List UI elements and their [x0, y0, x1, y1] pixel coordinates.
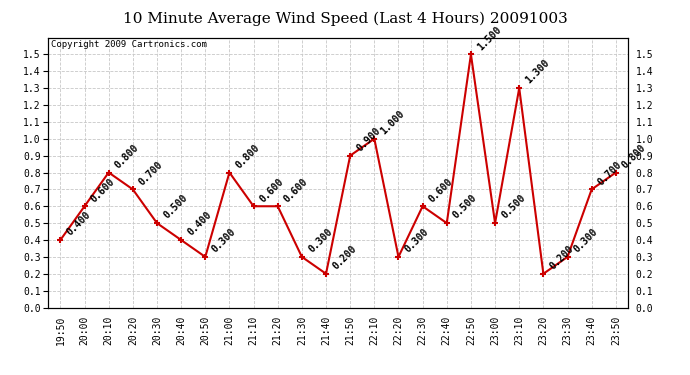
Text: 0.900: 0.900	[355, 126, 382, 153]
Text: 0.800: 0.800	[234, 142, 262, 170]
Text: 0.600: 0.600	[427, 176, 455, 204]
Text: 1.300: 1.300	[524, 58, 551, 86]
Text: 0.500: 0.500	[161, 193, 189, 221]
Text: 0.700: 0.700	[596, 159, 624, 187]
Text: 0.600: 0.600	[89, 176, 117, 204]
Text: 0.300: 0.300	[572, 227, 600, 255]
Text: 10 Minute Average Wind Speed (Last 4 Hours) 20091003: 10 Minute Average Wind Speed (Last 4 Hou…	[123, 11, 567, 26]
Text: 0.700: 0.700	[137, 159, 165, 187]
Text: 0.200: 0.200	[548, 244, 575, 272]
Text: 0.600: 0.600	[258, 176, 286, 204]
Text: 0.300: 0.300	[403, 227, 431, 255]
Text: 0.400: 0.400	[186, 210, 213, 238]
Text: 1.000: 1.000	[379, 109, 406, 136]
Text: 0.200: 0.200	[331, 244, 358, 272]
Text: 0.300: 0.300	[306, 227, 334, 255]
Text: 0.800: 0.800	[620, 142, 648, 170]
Text: Copyright 2009 Cartronics.com: Copyright 2009 Cartronics.com	[51, 40, 207, 49]
Text: 1.500: 1.500	[475, 24, 503, 52]
Text: 0.800: 0.800	[113, 142, 141, 170]
Text: 0.600: 0.600	[282, 176, 310, 204]
Text: 0.500: 0.500	[500, 193, 527, 221]
Text: 0.500: 0.500	[451, 193, 479, 221]
Text: 0.400: 0.400	[65, 210, 92, 238]
Text: 0.300: 0.300	[210, 227, 237, 255]
